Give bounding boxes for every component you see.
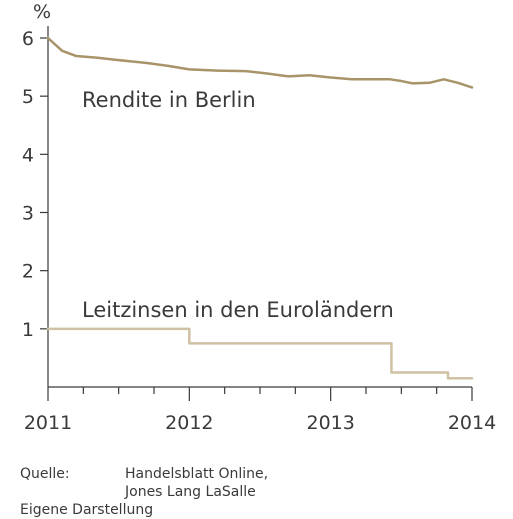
y-axis-unit-label: % [33, 1, 51, 23]
source-own: Eigene Darstellung [20, 502, 154, 518]
y-tick-label: 3 [22, 203, 34, 225]
chart-ticks: 1 2 3 4 5 6 2011 2012 2013 2014 [22, 28, 496, 434]
x-tick-label: 2011 [24, 412, 72, 434]
source-line-2: Jones Lang LaSalle [125, 484, 256, 500]
y-tick-label: 4 [22, 144, 34, 166]
chart-series [46, 36, 474, 380]
source-label: Quelle: [20, 466, 70, 482]
series-line-0 [46, 36, 474, 89]
y-tick-label: 2 [22, 261, 34, 283]
chart-axes [47, 26, 472, 388]
x-tick-label: 2014 [448, 412, 496, 434]
line-chart: 1 2 3 4 5 6 2011 2012 2013 2014 % Rendite in Berl… [22, 1, 496, 434]
series-label-rendite: Rendite in Berlin [82, 88, 256, 112]
y-tick-label: 6 [22, 28, 34, 50]
x-tick-label: 2012 [165, 412, 213, 434]
series-line-1 [46, 327, 474, 380]
y-tick-label: 1 [22, 319, 34, 341]
source-line-1: Handelsblatt Online, [125, 466, 269, 482]
series-label-leitzinsen: Leitzinsen in den Euroländern [82, 298, 394, 322]
x-tick-label: 2013 [306, 412, 354, 434]
y-tick-label: 5 [22, 86, 34, 108]
